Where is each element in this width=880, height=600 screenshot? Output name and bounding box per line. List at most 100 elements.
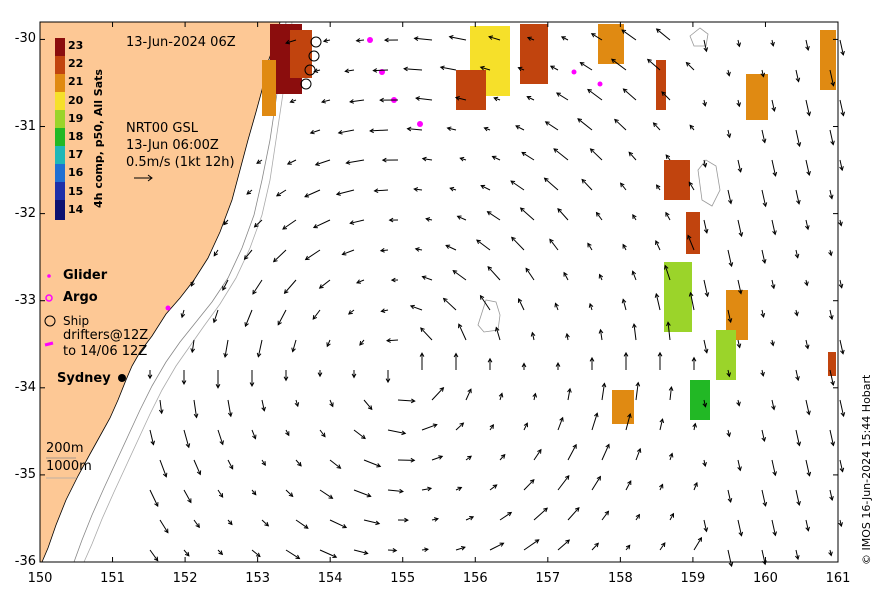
current-vector [549,239,559,251]
current-vector-head [771,106,777,112]
colorbar-tick-label: 14 [68,202,84,216]
current-vector [727,129,731,138]
current-vector [805,219,809,230]
sst-patch [726,290,748,340]
current-vector-head [383,37,389,43]
current-vector [345,69,355,72]
current-vector-head [356,279,362,284]
current-vector-head [255,552,261,558]
current-vector [737,519,742,536]
current-vector [363,459,381,467]
current-vector-head [688,181,694,187]
current-vector [370,129,389,132]
current-vector [431,455,443,461]
current-vector-head [181,380,187,386]
current-vector-head [598,273,604,279]
current-vector-head [304,255,310,261]
current-vector [625,413,631,431]
current-vector [591,413,598,431]
current-vector [567,444,577,461]
current-vector-head [594,412,599,418]
current-vector-head [728,262,734,268]
current-vector [527,96,535,101]
current-vector-head [627,480,632,486]
current-vector [480,295,491,311]
current-vector [555,303,559,311]
argo-symbol [45,294,53,302]
current-vector-head [218,492,224,498]
current-vector-head [500,453,506,459]
current-vector-head [598,328,604,334]
current-vector [839,459,844,472]
current-vector-head [294,402,300,408]
current-vector-head [796,199,801,205]
current-vector [356,279,365,284]
current-vector-head [385,378,391,384]
current-vector [659,418,664,431]
legend-argo: Argo [63,290,98,305]
current-vector-head [469,515,475,521]
current-vector-head [381,157,387,163]
current-vector [771,459,776,476]
current-vector [795,69,800,82]
x-tick-label: 158 [607,571,633,586]
current-vector [590,148,603,161]
current-vector-head [738,289,743,295]
current-vector-head [359,340,364,346]
current-vector-head [488,35,494,40]
current-vector [761,249,766,264]
current-vector [319,549,337,558]
current-vector-head [480,184,486,190]
current-vector-head [795,77,801,83]
current-vector [664,265,671,281]
current-vector [703,159,707,167]
current-vector-head [446,126,452,132]
current-vector [159,459,167,477]
current-vector-head [150,440,156,446]
colorbar-tick-label: 20 [68,93,84,107]
current-vector-head [491,155,497,160]
current-vector-head [806,171,811,177]
current-vector-head [457,486,463,491]
current-vector-head [623,351,629,357]
current-vector [421,424,437,431]
colorbar-swatch [55,92,65,110]
current-vector-head [322,38,328,43]
current-vector-head [830,380,835,386]
current-vector-head [693,481,698,487]
current-vector [353,549,368,554]
current-vector [329,459,341,469]
current-vector-head [840,412,846,418]
current-vector-head [553,148,559,153]
current-vector [455,422,464,431]
current-vector [348,309,355,315]
current-vector [795,429,800,446]
current-vector-head [564,474,570,480]
current-vector [761,309,765,318]
current-vector [285,39,297,44]
current-vector [295,459,302,467]
current-vector [761,69,764,77]
current-vector [455,546,466,551]
current-vector-head [479,65,485,71]
current-vector-head [555,362,561,367]
current-vector [635,382,639,401]
current-vector [350,99,365,103]
current-vector [149,549,159,562]
current-vector-head [621,29,627,34]
current-vector-head [838,283,844,289]
current-vector [222,279,229,291]
current-vector [183,549,190,557]
current-vector [839,159,843,171]
current-vector-head [336,464,342,469]
current-vector-head [369,128,374,134]
sst-patch [686,212,700,254]
current-vector-head [289,98,295,104]
drifter-symbol [44,341,54,347]
current-vector [669,453,673,461]
current-vector [387,549,397,552]
current-vector [577,118,593,131]
current-vector [312,309,321,320]
current-vector [465,516,474,521]
current-vector [567,507,580,521]
